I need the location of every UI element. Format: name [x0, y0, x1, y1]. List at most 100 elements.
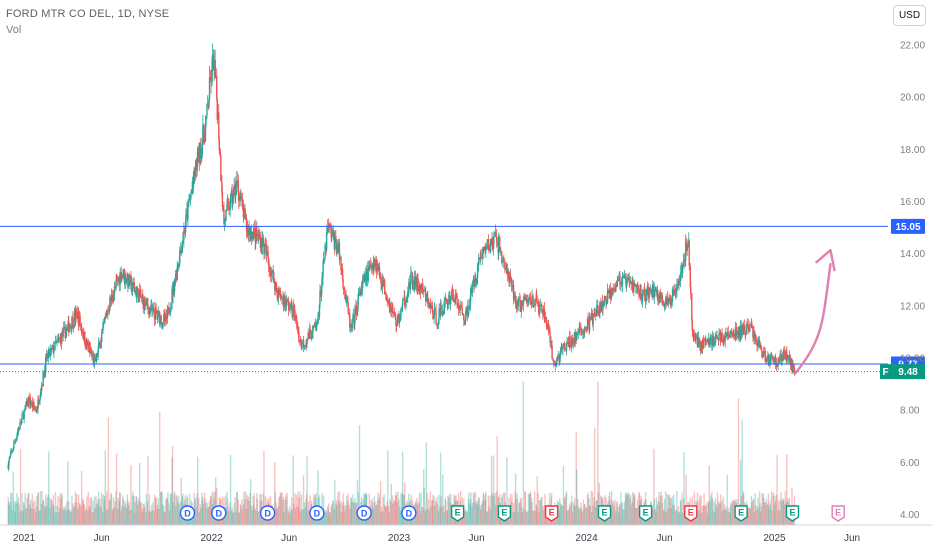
dividend-marker — [259, 505, 276, 521]
candle-body — [471, 286, 474, 292]
volume-bar — [166, 497, 169, 525]
candle-body — [763, 350, 765, 355]
candle-body — [401, 301, 404, 306]
volume-bar — [716, 506, 718, 525]
volume-bar — [614, 499, 616, 525]
candle-body — [488, 248, 490, 252]
volume-bar — [39, 510, 41, 525]
volume-bar — [353, 503, 356, 525]
candle-body — [204, 125, 207, 143]
candle-body — [188, 199, 191, 202]
volume-bar — [652, 509, 654, 525]
volume-bar — [476, 500, 479, 525]
candle-body — [400, 307, 402, 315]
candle-body — [539, 304, 541, 306]
candle-body — [211, 54, 214, 62]
volume-bar — [623, 509, 625, 525]
candle-body — [100, 342, 102, 348]
candle-body — [283, 295, 285, 308]
candle-body — [672, 290, 674, 296]
candle-body — [231, 198, 234, 203]
candle-body — [619, 274, 621, 285]
candle-body — [719, 332, 722, 342]
candle-body — [786, 351, 788, 358]
currency-button[interactable]: USD — [893, 5, 926, 26]
candle-body — [475, 280, 478, 284]
volume-bar — [618, 512, 620, 525]
volume-bar — [493, 495, 495, 525]
candle-body — [392, 308, 394, 314]
candle-body — [201, 142, 204, 155]
candle-body — [410, 272, 412, 283]
candle-body — [216, 98, 218, 120]
candle-body — [493, 232, 495, 238]
candle-body — [303, 345, 306, 347]
volume-bar — [386, 501, 388, 525]
candle-body — [87, 343, 90, 347]
volume-bar — [259, 494, 261, 525]
volume-bar — [92, 512, 95, 525]
volume-bar — [466, 511, 468, 525]
candle-body — [697, 336, 700, 348]
candle-body — [173, 282, 176, 292]
candle-body — [53, 349, 55, 353]
volume-bar — [777, 510, 779, 525]
volume-bar — [299, 491, 301, 525]
candle-body — [355, 306, 358, 316]
volume-bar — [209, 495, 212, 525]
volume-bar — [179, 512, 181, 525]
candle-body — [223, 218, 226, 224]
candle-body — [226, 204, 228, 210]
volume-bar — [138, 462, 141, 525]
volume-bar — [581, 512, 583, 525]
volume-bar — [289, 512, 291, 525]
candle-body — [761, 350, 763, 358]
candle-body — [95, 353, 98, 362]
volume-bar — [256, 493, 258, 525]
volume-bar — [76, 502, 78, 525]
candle-body — [432, 311, 434, 320]
candle-body — [81, 332, 84, 335]
candle-body — [590, 313, 593, 315]
candle-body — [638, 288, 640, 294]
volume-bar — [20, 509, 23, 525]
candle-body — [338, 242, 341, 260]
volume-bar — [274, 462, 276, 525]
candle-body — [390, 307, 393, 313]
candle-body — [518, 298, 520, 301]
volume-bar — [29, 507, 32, 525]
candle-body — [604, 295, 606, 297]
candle-body — [55, 341, 58, 343]
volume-bar — [110, 492, 112, 525]
volume-bar — [44, 507, 46, 525]
volume-bar — [483, 494, 485, 525]
volume-bar — [156, 505, 159, 525]
volume-bar — [334, 479, 336, 525]
candle-body — [467, 312, 470, 316]
volume-bar — [8, 504, 10, 525]
volume-bar — [27, 492, 29, 525]
volume-bar — [156, 508, 158, 525]
volume-bar — [385, 506, 387, 525]
candle-body — [267, 258, 270, 265]
candle-body — [628, 280, 631, 283]
candle-body — [362, 279, 364, 281]
volume-bar — [304, 507, 306, 525]
volume-bar — [677, 506, 680, 525]
candle-body — [753, 331, 755, 339]
candle-body — [771, 356, 773, 360]
volume-bar — [87, 510, 89, 525]
candle-body — [68, 320, 70, 333]
candle-body — [584, 329, 586, 331]
candle-body — [459, 305, 461, 311]
volume-bar — [155, 497, 157, 525]
candle-body — [531, 295, 533, 302]
candle-body — [621, 278, 624, 286]
volume-bar — [491, 495, 493, 525]
candle-body — [784, 349, 786, 356]
candle-body — [586, 318, 589, 329]
volume-bar — [390, 501, 392, 525]
volume-bar — [115, 453, 118, 525]
candle-body — [423, 290, 425, 292]
